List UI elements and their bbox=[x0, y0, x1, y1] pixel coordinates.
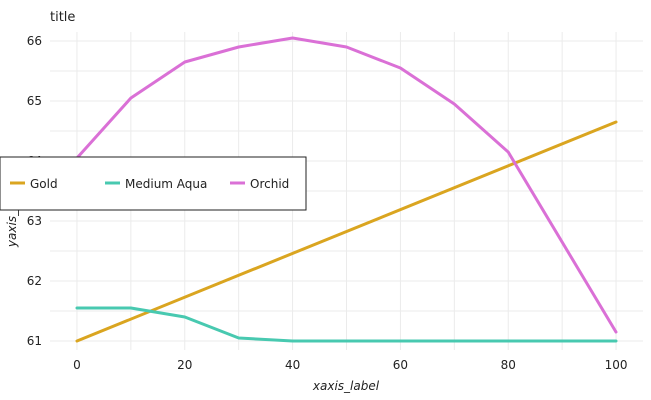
x-tick-label: 20 bbox=[177, 358, 192, 372]
series-layer bbox=[75, 36, 618, 343]
series-line-orchid bbox=[75, 36, 618, 334]
series-line-medium-aqua bbox=[75, 306, 618, 343]
x-axis-ticks: 0 20 40 60 80 100 bbox=[73, 358, 627, 372]
legend-label-medium-aqua: Medium Aqua bbox=[125, 177, 207, 191]
x-tick-label: 0 bbox=[73, 358, 81, 372]
legend-box bbox=[0, 156, 307, 211]
legend: Gold Medium Aqua Orchid bbox=[0, 156, 307, 211]
x-tick-label: 100 bbox=[605, 358, 628, 372]
legend-label-orchid: Orchid bbox=[250, 177, 289, 191]
series-line-gold bbox=[75, 120, 618, 343]
y-tick-label: 66 bbox=[27, 34, 42, 48]
y-tick-label: 61 bbox=[27, 334, 42, 348]
chart-title: title bbox=[50, 10, 75, 25]
x-tick-label: 60 bbox=[393, 358, 408, 372]
legend-label-gold: Gold bbox=[30, 177, 58, 191]
y-tick-label: 65 bbox=[27, 94, 42, 108]
grid-lines bbox=[50, 32, 643, 350]
x-axis-label: xaxis_label bbox=[312, 379, 380, 393]
y-tick-label: 62 bbox=[27, 274, 42, 288]
y-tick-label: 63 bbox=[27, 214, 42, 228]
x-tick-label: 40 bbox=[285, 358, 300, 372]
x-tick-label: 80 bbox=[501, 358, 516, 372]
